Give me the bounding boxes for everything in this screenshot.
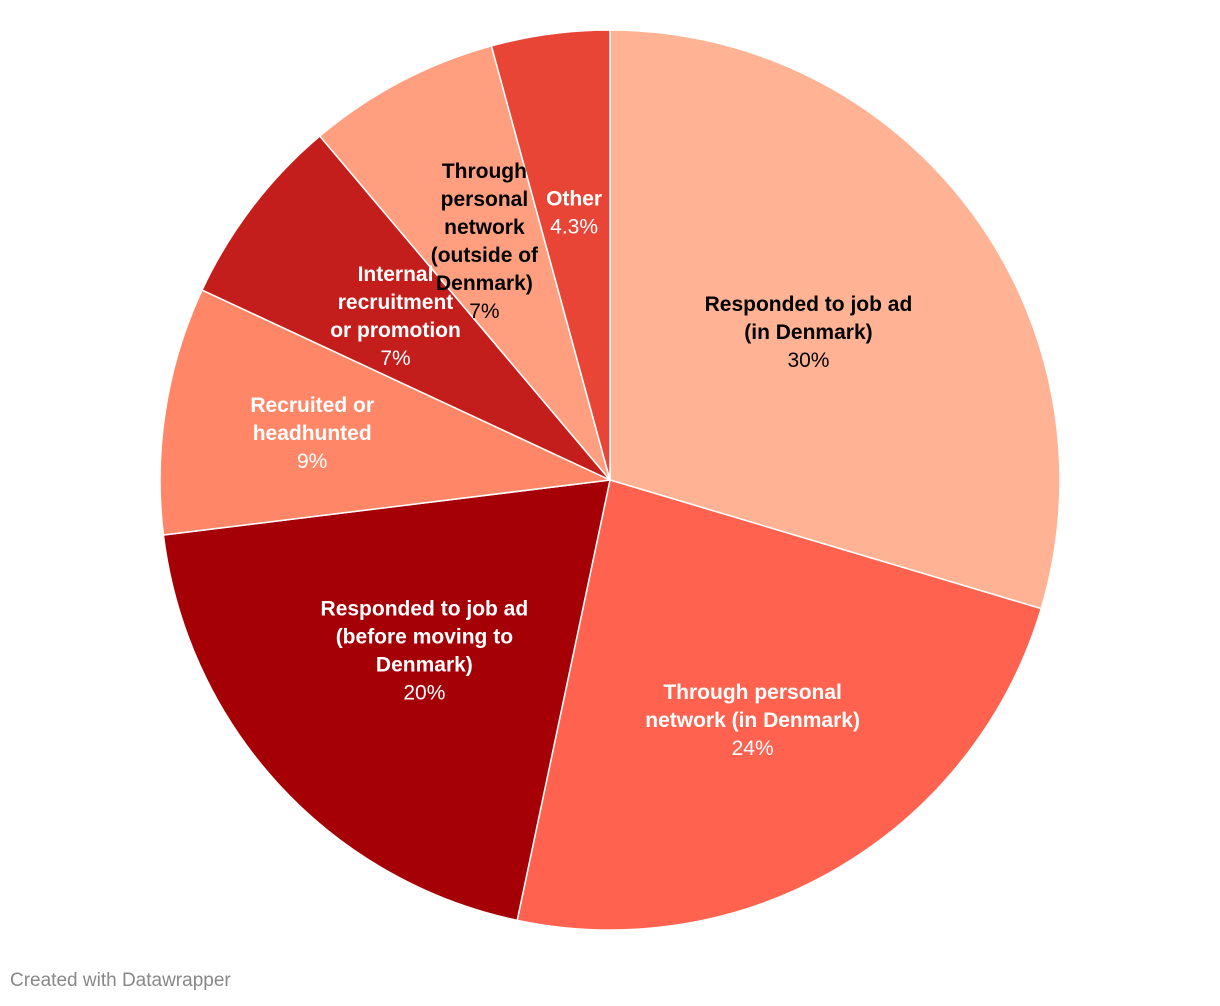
slice-label-line: Denmark) [436, 272, 533, 295]
slice-label-line: (in Denmark) [744, 321, 872, 344]
slice-label-line: network [444, 216, 525, 239]
slice-label-line: network (in Denmark) [645, 709, 860, 732]
slice-label: Through personal network (in Denmark) 24% [645, 681, 860, 760]
slice-label-line: Other [546, 187, 602, 210]
pie-slice[interactable] [609, 29, 1061, 610]
slice-value: 7% [469, 300, 499, 323]
pie-labels: Responded to job ad (in Denmark) 30% Throug… [250, 160, 912, 760]
pie-slices [159, 29, 1061, 931]
slice-label: Responded to job ad (in Denmark) 30% [705, 293, 913, 372]
slice-label-line: headhunted [253, 422, 372, 445]
slice-label-line: (before moving to [336, 625, 513, 648]
slice-label-line: Denmark) [376, 653, 473, 676]
slice-value: 7% [380, 347, 410, 370]
slice-label-line: Recruited or [250, 394, 374, 417]
pie-chart: Responded to job ad (in Denmark) 30% Throug… [159, 29, 1061, 931]
pie-slice[interactable] [162, 479, 611, 922]
slice-value: 20% [403, 681, 445, 704]
slice-value: 9% [297, 450, 327, 473]
slice-label-line: Through personal [663, 681, 842, 704]
slice-label: Through personal network (outside of Denmark… [431, 160, 539, 323]
pie-slice[interactable] [201, 135, 611, 481]
pie-slice[interactable] [159, 289, 613, 536]
slice-label: Other 4.3% [546, 187, 602, 238]
pie-slice[interactable] [490, 29, 611, 481]
pie-slice[interactable] [318, 44, 611, 481]
slice-label-line: Responded to job ad [321, 597, 529, 620]
slice-label-line: recruitment [338, 291, 454, 314]
slice-label-line: Through [442, 160, 527, 183]
slice-value: 4.3% [550, 215, 598, 238]
slice-value: 30% [787, 349, 829, 372]
pie-slice[interactable] [516, 479, 1043, 931]
slice-label-line: or promotion [330, 319, 461, 342]
slice-label-line: (outside of [431, 244, 539, 267]
footer-credit[interactable]: Created with Datawrapper [10, 970, 231, 991]
slice-label-line: Internal [358, 263, 434, 286]
slice-value: 24% [732, 737, 774, 760]
slice-label: Recruited or headhunted 9% [250, 394, 374, 473]
slice-label-line: personal [441, 188, 529, 211]
slice-label-line: Responded to job ad [705, 293, 913, 316]
slice-label: Responded to job ad (before moving to Denm… [321, 597, 529, 704]
slice-label: Internal recruitment or promotion 7% [330, 263, 461, 370]
